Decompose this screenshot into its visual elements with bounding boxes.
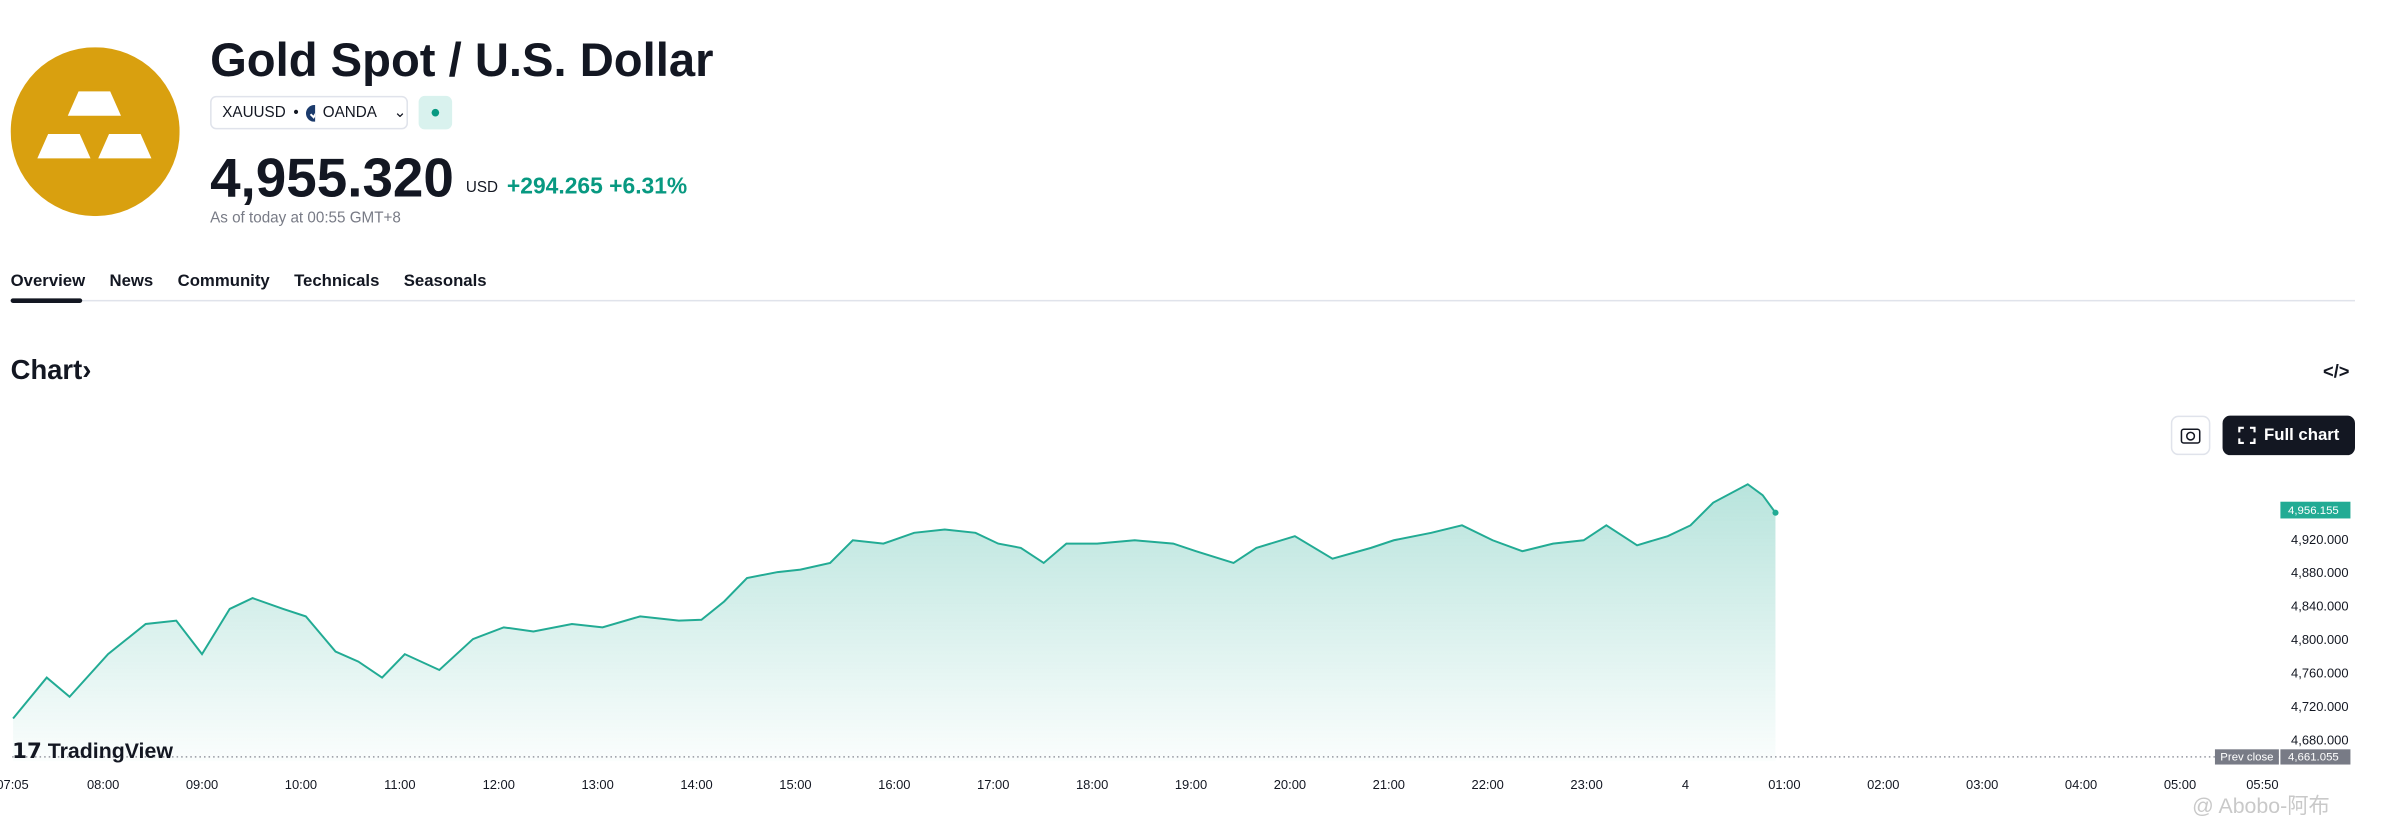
full-chart-button[interactable]: Full chart: [2222, 415, 2355, 456]
logo-text: TradingView: [47, 738, 173, 763]
full-chart-label: Full chart: [2264, 426, 2340, 445]
x-tick-label: 02:00: [1867, 777, 1899, 792]
exchange-icon: [306, 104, 316, 122]
x-tick-label: 03:00: [1966, 777, 1998, 792]
prev-close-name: Prev close: [2220, 752, 2273, 764]
x-tick-label: 05:50: [2246, 777, 2278, 792]
x-tick-label: 12:00: [483, 777, 515, 792]
tab-divider: [10, 299, 2355, 302]
y-tick-label: 4,920.000: [2291, 532, 2349, 547]
x-tick-label: 21:00: [1373, 777, 1405, 792]
symbol-selector[interactable]: XAUUSD • OANDA ⌄: [210, 95, 408, 130]
y-tick-label: 4,840.000: [2291, 599, 2349, 614]
section-title-text: Chart: [10, 354, 83, 386]
expand-icon: [2238, 426, 2256, 445]
symbol: XAUUSD: [222, 104, 286, 122]
x-tick-label: 4: [1682, 777, 1689, 792]
active-tab-indicator: [10, 298, 83, 303]
x-tick-label: 19:00: [1175, 777, 1207, 792]
x-tick-label: 10:00: [285, 777, 317, 792]
y-tick-label: 4,680.000: [2291, 732, 2349, 747]
tab[interactable]: Technicals: [294, 272, 380, 291]
x-tick-label: 05:00: [2164, 777, 2196, 792]
x-tick-label: 09:00: [186, 777, 218, 792]
market-status[interactable]: [418, 95, 453, 130]
tabs: Overview News Community Technicals Seasonals: [11, 272, 487, 290]
y-tick-label: 4,760.000: [2291, 666, 2349, 681]
separator: •: [293, 104, 299, 122]
y-tick-label: 4,720.000: [2291, 699, 2349, 714]
x-tick-label: 01:00: [1768, 777, 1800, 792]
change: +294.265 +6.31%: [507, 174, 687, 200]
y-tick-label: 4,880.000: [2291, 565, 2349, 580]
gold-icon: [10, 47, 180, 217]
snapshot-button[interactable]: [2170, 415, 2211, 456]
change-pct: +6.31%: [609, 173, 688, 200]
change-abs: +294.265: [506, 173, 603, 200]
prev-close-label: 4,661.055: [2288, 752, 2339, 764]
exchange: OANDA: [322, 104, 377, 122]
tab[interactable]: Community: [177, 272, 270, 291]
x-tick-label: 15:00: [779, 777, 811, 792]
last-point: [1772, 509, 1779, 516]
prev-close-label-box: [2280, 749, 2351, 765]
logo: 𝟭𝟳 TradingView: [12, 738, 173, 764]
x-tick-label: 20:00: [1274, 777, 1306, 792]
price-line: [12, 483, 1777, 720]
as-of: As of today at 00:55 GMT+8: [210, 210, 401, 227]
x-tick-label: 23:00: [1570, 777, 1602, 792]
x-tick-label: 07:05: [0, 777, 29, 792]
x-tick-label: 11:00: [384, 777, 415, 792]
tab[interactable]: Seasonals: [403, 272, 487, 291]
y-tick-label: 4,800.000: [2291, 632, 2349, 647]
currency: USD: [465, 179, 498, 197]
x-tick-label: 17:00: [977, 777, 1009, 792]
logo-mark: 𝟭𝟳: [12, 738, 48, 763]
x-tick-label: 13:00: [581, 777, 613, 792]
chevron: ⌄: [393, 104, 407, 122]
price: 4,955.320: [210, 146, 454, 209]
tab[interactable]: Overview: [10, 272, 86, 291]
embed-button[interactable]: </>: [2323, 360, 2350, 383]
status-dot: [431, 108, 440, 117]
area-fill: [13, 484, 1776, 762]
x-tick-label: 08:00: [87, 777, 119, 792]
x-tick-label: 14:00: [680, 777, 712, 792]
x-tick-label: 22:00: [1472, 777, 1504, 792]
tab[interactable]: News: [109, 272, 154, 291]
x-tick-label: 16:00: [878, 777, 910, 792]
last-price-box: [2280, 501, 2351, 519]
section-title[interactable]: Chart›: [10, 354, 92, 386]
title: Gold Spot / U.S. Dollar: [210, 33, 714, 87]
prev-close-name-box: [2214, 749, 2279, 765]
watermark: @ Abobo-阿布: [2192, 793, 2330, 818]
x-tick-label: 04:00: [2065, 777, 2097, 792]
x-tick-label: 18:00: [1076, 777, 1108, 792]
camera-icon: [2180, 428, 2201, 444]
last-price-label: 4,956.155: [2288, 505, 2339, 517]
